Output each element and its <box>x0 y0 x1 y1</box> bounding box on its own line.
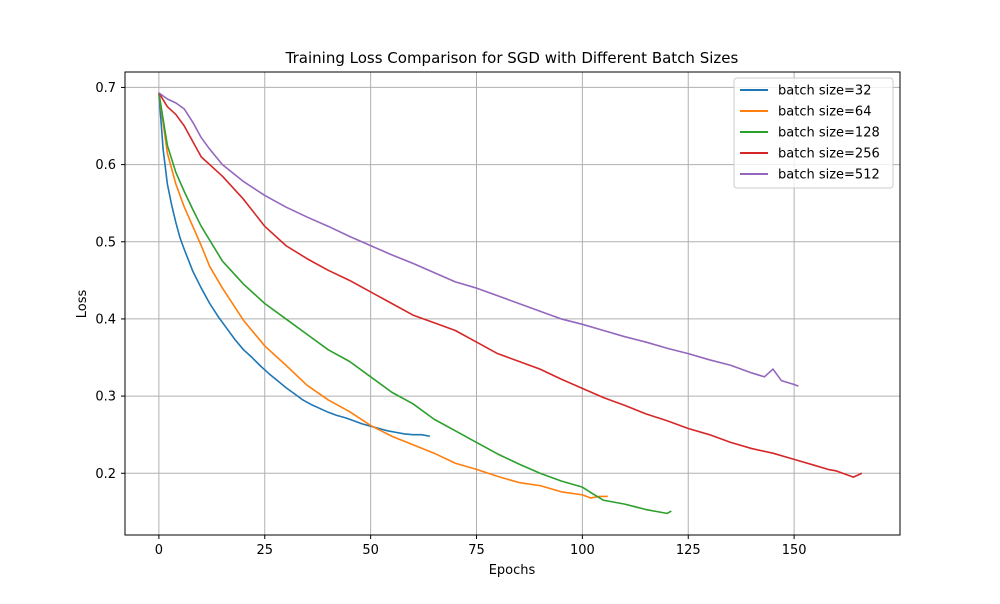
y-tick-label: 0.7 <box>95 81 116 96</box>
y-tick-label: 0.6 <box>95 158 116 173</box>
legend-label-1: batch size=64 <box>778 105 871 120</box>
legend-label-2: batch size=128 <box>778 126 880 141</box>
legend-label-0: batch size=32 <box>778 84 871 99</box>
plot-area-frame <box>124 71 901 536</box>
series-line-4 <box>158 92 799 387</box>
x-tick-label: 75 <box>468 543 485 558</box>
y-tick-label: 0.2 <box>95 467 116 482</box>
x-tick-label: 25 <box>256 543 273 558</box>
legend: batch size=32 batch size=64 batch size=128… <box>733 77 894 189</box>
axis-ticks: 0 25 50 75 100 125 150 0.2 0.3 0.4 0.5 0.6 0.7 <box>95 81 806 558</box>
x-tick-label: 150 <box>782 543 807 558</box>
series-line-0 <box>158 92 431 438</box>
series-line-3 <box>158 92 863 478</box>
y-tick-label: 0.5 <box>95 235 116 250</box>
series-line-1 <box>158 92 608 499</box>
x-tick-label: 0 <box>155 543 163 558</box>
y-tick-label: 0.4 <box>95 312 116 327</box>
x-tick-label: 50 <box>362 543 379 558</box>
series-line-2 <box>158 92 672 515</box>
chart-title: Training Loss Comparison for SGD with Di… <box>285 49 739 67</box>
x-tick-label: 125 <box>676 543 701 558</box>
x-axis-label: Epochs <box>489 563 536 578</box>
x-tick-label: 100 <box>570 543 595 558</box>
legend-box <box>733 77 894 189</box>
y-tick-label: 0.3 <box>95 390 116 405</box>
series-lines <box>158 92 863 515</box>
legend-label-4: batch size=512 <box>778 168 880 183</box>
legend-label-3: batch size=256 <box>778 147 880 162</box>
y-axis-label: Loss <box>75 290 90 319</box>
